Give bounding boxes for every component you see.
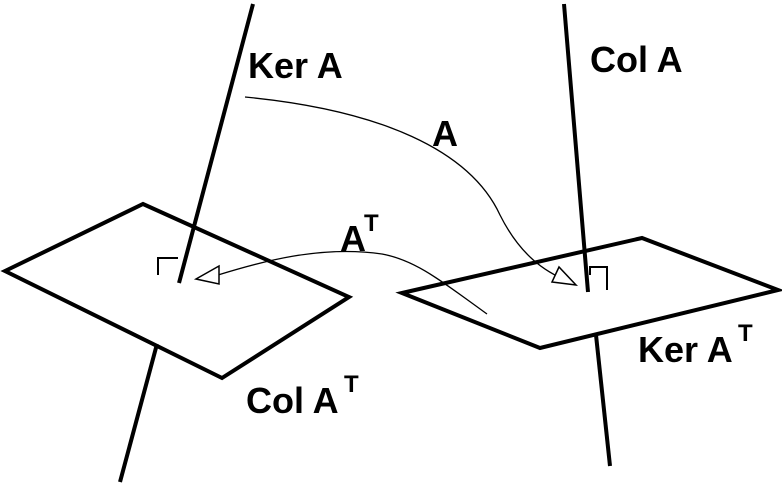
arrow-a-curve [244, 96, 569, 282]
col-a-line-lower [594, 334, 612, 467]
col-at-superscript: T [344, 371, 359, 398]
right-angle-marker-right [589, 266, 608, 290]
col-a-label: Col A [590, 39, 683, 80]
arrow-a-head [550, 265, 578, 287]
col-a-line-upper [562, 3, 590, 293]
ker-at-plane [395, 235, 782, 351]
arrow-at-label: A [340, 218, 366, 259]
ker-a-line-upper [177, 3, 255, 284]
col-at-plane [0, 201, 354, 381]
arrow-at-head [193, 264, 220, 285]
arrow-at-superscript: T [364, 210, 379, 237]
ker-a-label: Ker A [248, 45, 343, 86]
col-at-label: Col A [246, 380, 339, 421]
domain-space [0, 3, 354, 483]
ker-a-line-lower [118, 343, 159, 483]
arrow-at-curve [217, 250, 488, 315]
codomain-space [395, 3, 782, 467]
labels: Ker A Col A A A T Ker A T Col A T [246, 39, 753, 421]
arrow-a-label: A [432, 113, 458, 154]
ker-at-superscript: T [738, 320, 753, 347]
mapping-arrows [193, 96, 578, 315]
ker-at-label: Ker A [638, 329, 733, 370]
right-angle-marker-left [157, 257, 178, 275]
